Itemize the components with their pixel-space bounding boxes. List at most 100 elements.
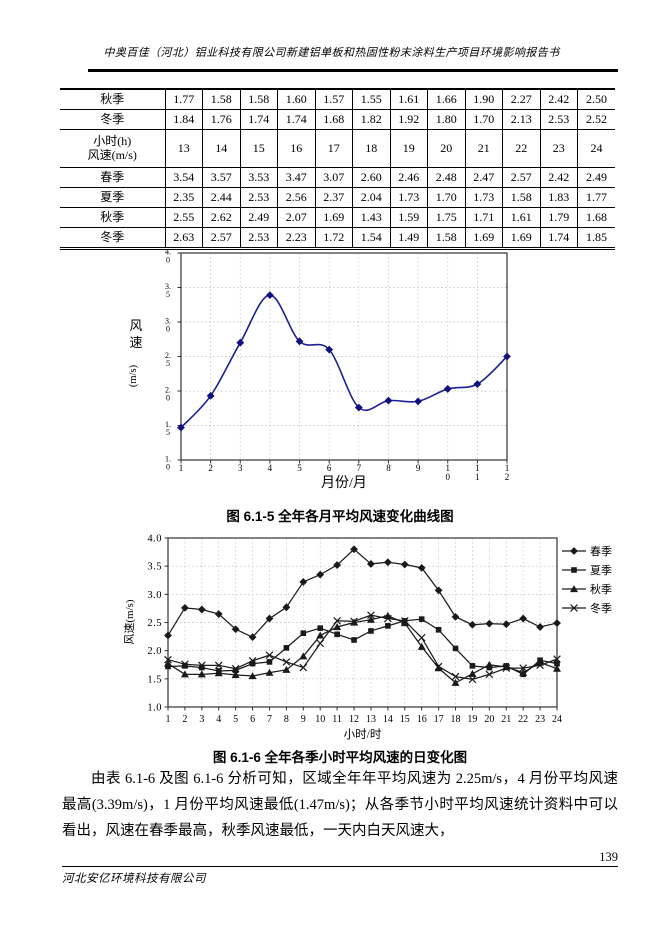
value-cell: 1.58	[502, 187, 541, 208]
value-cell: 1.92	[389, 109, 428, 130]
value-cell: 1.73	[464, 187, 503, 208]
value-cell: 2.42	[539, 167, 578, 188]
diamond-marker	[503, 352, 511, 361]
value-cell: 1.72	[314, 227, 353, 249]
square-marker	[571, 567, 577, 573]
triangle-marker	[400, 619, 409, 627]
x-axis-title: 月份/月	[321, 475, 367, 491]
figure1-caption: 图 6.1-5 全年各月平均风速变化曲线图	[226, 509, 454, 524]
value-cell: 1.84	[164, 109, 203, 130]
value-cell: 1.58	[239, 88, 278, 110]
value-cell: 1.83	[539, 187, 578, 208]
svg-text:2: 2	[208, 463, 213, 473]
value-cell: 2.52	[577, 109, 615, 130]
diamond-marker	[451, 612, 460, 621]
footer-company: 河北安亿环境科技有限公司	[62, 873, 206, 885]
triangle-marker	[468, 669, 477, 677]
triangle-marker	[299, 652, 308, 660]
series-markers-triangle	[164, 611, 561, 686]
diamond-marker	[434, 586, 443, 595]
svg-text:2: 2	[182, 714, 187, 725]
value-cell: 1.80	[427, 109, 466, 130]
triangle-marker	[197, 670, 206, 678]
body-paragraph: 由表 6.1-6 及图 6.1-6 分析可知，区域全年年平均风速为 2.25m/…	[62, 771, 618, 839]
x-marker	[299, 663, 308, 672]
diamond-marker	[265, 614, 274, 623]
value-cell: 1.61	[389, 88, 428, 110]
x-marker	[231, 664, 240, 673]
header-title: 中奥百佳（河北）铝业科技有限公司新建铝单板和热固性粉末涂料生产项目环境影响报告书	[103, 47, 560, 59]
diamond-marker	[295, 337, 304, 346]
x-marker	[536, 661, 544, 670]
diamond-marker	[282, 603, 291, 612]
svg-text:1.0: 1.0	[165, 455, 171, 472]
svg-text:12: 12	[505, 463, 510, 482]
diamond-marker	[553, 619, 561, 627]
figure2-caption: 图 6.1-6 全年各季小时平均风速的日变化图	[212, 750, 468, 765]
svg-text:22: 22	[518, 714, 528, 725]
square-marker	[317, 625, 324, 631]
x-marker	[181, 660, 189, 669]
svg-text:11: 11	[332, 714, 342, 725]
x-marker	[384, 614, 392, 623]
diamond-marker	[164, 631, 172, 640]
value-cell: 1.82	[352, 109, 391, 130]
table-header-row: 小时(h) 风速(m/s) 13 14 15 16 17 18 19 20 21 22 23 24	[60, 129, 615, 168]
svg-text:5: 5	[297, 463, 302, 473]
svg-text:23: 23	[535, 714, 545, 725]
diamond-marker	[502, 620, 511, 629]
value-cell: 1.68	[314, 109, 353, 130]
x-marker	[333, 616, 341, 625]
svg-text:24: 24	[552, 714, 562, 725]
value-cell: 1.68	[577, 207, 615, 228]
square-marker	[199, 664, 205, 671]
diamond-marker	[485, 619, 494, 628]
diamond-marker	[536, 623, 544, 631]
svg-text:9: 9	[416, 463, 421, 473]
wind-speed-markers	[177, 291, 511, 432]
svg-text:1.0: 1.0	[147, 703, 162, 714]
svg-text:10: 10	[445, 463, 450, 482]
value-cell: 2.44	[202, 187, 241, 208]
x-axis-labels: 1 2 3 4 5 6 7 8 9 1 01 11 2	[179, 463, 510, 482]
value-cell: 1.60	[277, 88, 316, 110]
diamond-marker	[316, 570, 325, 579]
diamond-marker	[231, 625, 240, 634]
value-cell: 2.04	[352, 187, 391, 208]
diamond-marker	[383, 558, 392, 567]
svg-text:4: 4	[268, 463, 273, 473]
value-cell: 3.47	[277, 167, 316, 188]
svg-text:14: 14	[383, 714, 393, 725]
diamond-marker	[181, 603, 189, 612]
value-cell: 1.74	[539, 227, 578, 249]
diamond-marker	[206, 391, 215, 400]
square-marker	[385, 623, 391, 629]
value-cell: 1.90	[464, 88, 503, 110]
plot-grid	[181, 253, 507, 460]
square-marker	[232, 667, 239, 674]
table-row: 春季 3.54 3.57 3.53 3.47 3.07 2.60 2.46 2.48 2.47 2.…	[60, 167, 615, 188]
plot-border	[167, 537, 558, 708]
value-cell: 2.57	[502, 167, 541, 188]
triangle-marker	[519, 668, 528, 676]
value-cell: 23	[539, 129, 578, 168]
seasonal-hourly-wind-speed-chart: 4.03.53.02.52.01.51.01 2 3 4 5 6 7 8 9 10 11 12 13 14…	[123, 534, 612, 742]
value-cell: 1.74	[239, 109, 278, 130]
svg-text:15: 15	[400, 714, 410, 725]
value-cell: 1.74	[277, 109, 316, 130]
svg-text:11: 11	[475, 463, 480, 482]
value-cell: 3.57	[202, 167, 241, 188]
square-marker	[368, 628, 374, 634]
value-cell: 3.53	[239, 167, 278, 188]
series-line-x	[167, 614, 558, 681]
y-axis-labels: 4.0 3.5 3.0 2.5 2.0 1.5 1.0	[147, 534, 162, 714]
value-cell: 1.70	[464, 109, 503, 130]
svg-text:1: 1	[179, 463, 184, 473]
diamond-marker	[354, 403, 363, 412]
svg-text:(m/s): (m/s)	[128, 364, 139, 387]
value-cell: 2.62	[202, 207, 241, 228]
value-cell: 1.58	[427, 227, 466, 249]
diamond-marker	[367, 560, 375, 568]
value-cell: 2.55	[164, 207, 203, 228]
